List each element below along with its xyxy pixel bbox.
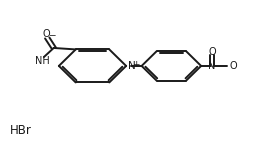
Text: O: O: [208, 47, 216, 57]
Text: O: O: [42, 29, 50, 39]
Text: +: +: [132, 60, 140, 69]
Text: N: N: [208, 61, 216, 71]
Text: NH: NH: [35, 56, 50, 66]
Text: HBr: HBr: [10, 124, 32, 137]
Text: N: N: [128, 61, 136, 71]
Text: O: O: [230, 61, 237, 71]
Text: −: −: [48, 30, 55, 39]
